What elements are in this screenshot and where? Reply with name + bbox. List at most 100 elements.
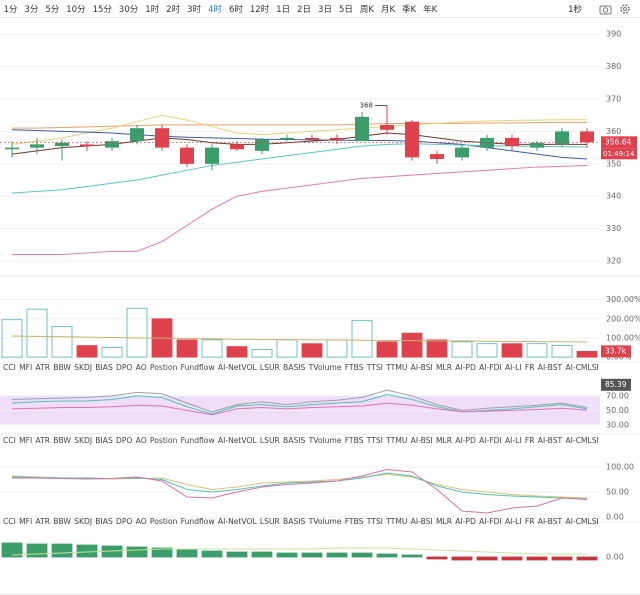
- indicator-tab[interactable]: AO: [135, 436, 147, 445]
- indicator-tab[interactable]: BIAS: [95, 517, 113, 526]
- timeframe-button[interactable]: 5日: [338, 4, 353, 15]
- indicator-tab[interactable]: TTMU: [386, 436, 408, 445]
- indicator-tab[interactable]: CCI: [3, 517, 16, 526]
- indicator-tab[interactable]: TVolume: [308, 363, 342, 372]
- indicator-tab[interactable]: TTSI: [366, 517, 383, 526]
- timeframe-button[interactable]: 12时: [249, 4, 270, 15]
- timeframe-button[interactable]: 年K: [423, 4, 438, 15]
- indicator-tab[interactable]: LSUR: [259, 517, 280, 526]
- bar: [251, 349, 273, 358]
- indicator-tab[interactable]: AI-LI: [504, 517, 522, 526]
- timeframe-button[interactable]: 2日: [297, 4, 312, 15]
- bar: [126, 546, 148, 558]
- timeframe-button[interactable]: 周K: [359, 4, 374, 15]
- indicator-tab[interactable]: BASIS: [283, 517, 306, 526]
- indicator-tab[interactable]: DPO: [116, 363, 133, 372]
- indicator-tab[interactable]: BBW: [53, 517, 71, 526]
- indicator-tab[interactable]: FTBS: [344, 363, 364, 372]
- indicator-tab[interactable]: FR: [524, 363, 535, 372]
- indicator-tab[interactable]: TVolume: [308, 436, 342, 445]
- indicator-tab[interactable]: SKDJ: [74, 436, 93, 445]
- indicator-tab[interactable]: Postion: [149, 517, 178, 526]
- indicator-tab[interactable]: AO: [135, 517, 147, 526]
- indicator-tab[interactable]: MFI: [19, 517, 33, 526]
- timeframe-button[interactable]: 3日: [318, 4, 332, 15]
- candle-body: [55, 142, 69, 146]
- indicator-tab[interactable]: Postion: [149, 363, 178, 372]
- indicator-tab[interactable]: LSUR: [259, 363, 280, 372]
- timeframe-button[interactable]: 季K: [402, 4, 417, 15]
- indicator-tab[interactable]: MLR: [435, 517, 453, 526]
- timeframe-button[interactable]: 5分: [45, 4, 60, 15]
- indicator-tab[interactable]: AI-NetVOL: [217, 517, 257, 526]
- timeframe-button[interactable]: 30分: [118, 4, 139, 15]
- timeframe-button[interactable]: 3分: [24, 4, 39, 15]
- indicator-tab[interactable]: TTMU: [386, 363, 408, 372]
- indicator-tab[interactable]: AI-PD: [455, 517, 476, 526]
- indicator-tab[interactable]: AI-LI: [504, 436, 522, 445]
- timeframe-button[interactable]: 月K: [380, 4, 396, 15]
- indicator-tab[interactable]: MFI: [19, 363, 33, 372]
- indicator-tab[interactable]: DPO: [116, 436, 133, 445]
- timeframe-button[interactable]: 3时: [187, 4, 202, 15]
- indicator-tab[interactable]: BBW: [53, 363, 71, 372]
- indicator-tab[interactable]: ATR: [35, 436, 51, 445]
- indicator-tab[interactable]: FTBS: [344, 436, 364, 445]
- indicator-tab[interactable]: ATR: [35, 363, 51, 372]
- indicator-tab[interactable]: AI-NetVOL: [217, 436, 257, 445]
- indicator-tab[interactable]: AI-NetVOL: [217, 363, 257, 372]
- indicator-tab[interactable]: BASIS: [283, 363, 306, 372]
- timeframe-button[interactable]: 15分: [92, 4, 112, 15]
- indicator-tab[interactable]: CCI: [3, 363, 16, 372]
- indicator-tab[interactable]: AI-LI: [504, 363, 522, 372]
- indicator-tab[interactable]: FR: [524, 517, 535, 526]
- camera-icon[interactable]: [599, 5, 612, 15]
- indicator-tab[interactable]: ATR: [35, 517, 51, 526]
- timeframe-button[interactable]: 1分: [3, 4, 18, 15]
- indicator-tab[interactable]: BBW: [53, 436, 71, 445]
- indicator-tab[interactable]: SKDJ: [74, 363, 93, 372]
- indicator-tab[interactable]: BIAS: [95, 363, 113, 372]
- timeframe-button[interactable]: 4时: [208, 4, 222, 15]
- indicator-tab[interactable]: BASIS: [283, 436, 306, 445]
- indicator-tab[interactable]: AO: [135, 363, 147, 372]
- indicator-tab[interactable]: AI-BST: [537, 363, 563, 372]
- timeframe-button[interactable]: 1日: [276, 4, 291, 15]
- indicator-tab[interactable]: LSUR: [259, 436, 280, 445]
- indicator-tab[interactable]: AI-BST: [537, 436, 563, 445]
- indicator-tab[interactable]: MLR: [435, 363, 453, 372]
- indicator-tab[interactable]: AI-PD: [455, 436, 476, 445]
- indicator-tab[interactable]: AI-BSI: [410, 363, 433, 372]
- indicator-tab[interactable]: CCI: [3, 436, 16, 445]
- indicator-tab[interactable]: AI-FDI: [479, 363, 502, 372]
- indicator-tab[interactable]: AI-PD: [455, 363, 476, 372]
- indicator-tab[interactable]: AI-CMLSI: [565, 363, 599, 372]
- indicator-tab[interactable]: TTSI: [366, 436, 383, 445]
- settings-icon[interactable]: [620, 4, 630, 14]
- indicator-tab[interactable]: AI-BSI: [410, 517, 433, 526]
- indicator-tab[interactable]: TVolume: [308, 517, 342, 526]
- indicator-tab[interactable]: Fundflow: [180, 363, 215, 372]
- indicator-tab[interactable]: AI-BST: [537, 517, 563, 526]
- indicator-tab[interactable]: FTBS: [344, 517, 364, 526]
- indicator-tab[interactable]: MLR: [435, 436, 453, 445]
- indicator-tab[interactable]: SKDJ: [74, 517, 93, 526]
- indicator-tab[interactable]: AI-FDI: [479, 436, 502, 445]
- indicator-tab[interactable]: TTSI: [366, 363, 383, 372]
- timeframe-button[interactable]: 6时: [228, 4, 243, 15]
- indicator-tab[interactable]: MFI: [19, 436, 33, 445]
- indicator-tab[interactable]: AI-CMLSI: [565, 517, 599, 526]
- indicator-tab[interactable]: AI-BSI: [410, 436, 433, 445]
- timeframe-button[interactable]: 10分: [66, 4, 86, 15]
- indicator-tab[interactable]: DPO: [116, 517, 133, 526]
- indicator-tab[interactable]: TTMU: [386, 517, 408, 526]
- indicator-tab[interactable]: BIAS: [95, 436, 113, 445]
- indicator-tab[interactable]: AI-CMLSI: [565, 436, 599, 445]
- timeframe-button[interactable]: 2时: [166, 4, 181, 15]
- indicator-tab[interactable]: Fundflow: [180, 436, 215, 445]
- indicator-tab[interactable]: Fundflow: [180, 517, 215, 526]
- indicator-tab[interactable]: Postion: [149, 436, 178, 445]
- timeframe-button[interactable]: 1时: [145, 4, 160, 15]
- indicator-tab[interactable]: AI-FDI: [479, 517, 502, 526]
- indicator-tab[interactable]: FR: [524, 436, 535, 445]
